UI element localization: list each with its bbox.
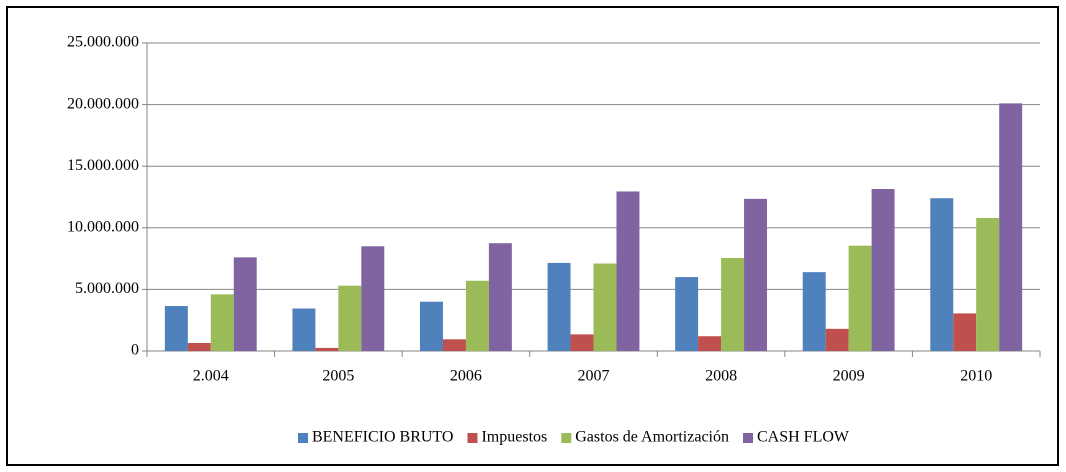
y-tick-label: 20.000.000: [67, 95, 139, 112]
bar: [210, 294, 234, 351]
bar: [547, 262, 571, 351]
bar: [953, 313, 977, 351]
bar: [593, 263, 617, 351]
legend-label: CASH FLOW: [757, 429, 850, 446]
x-tick-label: 2007: [578, 368, 610, 385]
bar: [721, 257, 745, 351]
bar: [698, 336, 722, 351]
legend-label: Gastos de Amortización: [575, 429, 729, 446]
bar: [570, 334, 594, 351]
y-tick-label: 5.000.000: [75, 280, 139, 297]
x-tick-label: 2005: [322, 368, 354, 385]
legend-swatch: [297, 433, 308, 443]
bar: [233, 257, 257, 351]
bar: [930, 198, 954, 351]
y-tick-label: 0: [131, 342, 139, 359]
chart-frame: [6, 6, 1059, 466]
x-tick-label: 2006: [450, 368, 482, 385]
bar: [361, 246, 385, 351]
bar: [420, 301, 443, 351]
y-tick-label: 25.000.000: [67, 34, 139, 51]
bar: [442, 339, 466, 351]
bar: [315, 347, 339, 351]
y-tick-label: 15.000.000: [67, 157, 139, 174]
bar: [999, 103, 1023, 351]
bar: [338, 285, 362, 351]
bar: [825, 328, 849, 351]
bar: [292, 308, 316, 351]
x-tick-label: 2009: [833, 368, 865, 385]
bar: [802, 272, 826, 351]
legend-swatch: [561, 433, 572, 443]
x-tick-label: 2008: [705, 368, 737, 385]
legend-swatch: [743, 433, 754, 443]
x-tick-label: 2.004: [193, 368, 229, 385]
legend-swatch: [467, 433, 478, 443]
bar: [164, 306, 188, 351]
legend-label: BENEFICIO BRUTO: [312, 429, 454, 446]
bar: [976, 217, 1000, 351]
y-tick-label: 10.000.000: [67, 218, 139, 235]
bar: [675, 277, 699, 351]
bar: [848, 245, 872, 351]
bar: [871, 188, 895, 351]
bar: [488, 243, 512, 351]
bar: [744, 198, 767, 351]
bar: [465, 280, 489, 351]
x-tick-label: 2010: [960, 368, 992, 385]
bar: [616, 191, 640, 351]
bar: [187, 342, 211, 351]
legend-label: Impuestos: [481, 429, 547, 446]
